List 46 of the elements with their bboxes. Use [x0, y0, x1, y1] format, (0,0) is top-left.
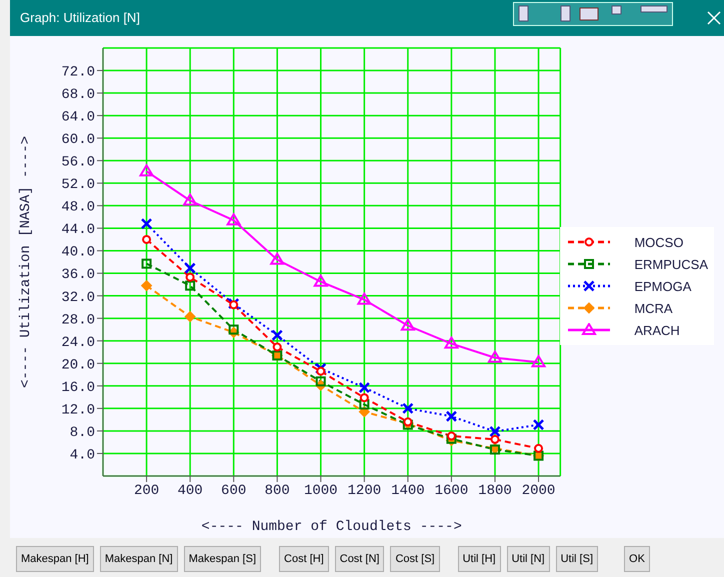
y-tick-label: 12.0 [61, 402, 95, 418]
x-tick-label: 1600 [434, 482, 468, 499]
y-tick-label: 72.0 [61, 64, 95, 80]
y-tick-label: 8.0 [70, 424, 95, 441]
text: Cost [H] [279, 546, 329, 572]
x-tick-label: 1000 [304, 482, 338, 499]
x-tick-label: 800 [264, 482, 290, 499]
x-tick-label: 1200 [348, 482, 382, 499]
y-tick-label: 20.0 [61, 357, 95, 374]
y-tick-label: 24.0 [61, 334, 95, 351]
text: Makespan [N] [100, 546, 178, 572]
text: Util [S] [556, 546, 598, 572]
y-tick-label: 48.0 [61, 200, 95, 216]
y-tick-label: 40.0 [61, 244, 95, 261]
y-tick-label: 36.0 [61, 267, 95, 284]
text: Cost [S] [390, 546, 440, 572]
legend-label: ERMPUCSA [634, 256, 708, 272]
y-tick-label: 68.0 [61, 87, 95, 104]
chart-title: Graph: Utilization [N] [20, 10, 140, 25]
text: Makespan [H] [16, 546, 94, 572]
x-tick-label: 1400 [391, 482, 425, 499]
text: Makespan [S] [184, 546, 262, 572]
x-tick-label: 1800 [478, 482, 512, 499]
x-axis-title: <---- Number of Cloudlets ----> [201, 519, 462, 535]
x-tick-label: 2000 [522, 482, 556, 499]
y-tick-label: 32.0 [61, 290, 95, 306]
y-tick-label: 56.0 [61, 154, 95, 171]
text: Util [N] [506, 546, 550, 572]
text: Cost [N] [334, 546, 384, 572]
text: OK [624, 546, 650, 572]
y-tick-label: 16.0 [61, 380, 95, 396]
legend-label: EPMOGA [634, 278, 692, 294]
x-tick-label: 600 [221, 482, 246, 499]
y-tick-label: 52.0 [61, 177, 95, 194]
legend-label: MOCSO [634, 234, 684, 250]
y-tick-label: 60.0 [61, 132, 95, 148]
y-tick-label: 4.0 [70, 447, 95, 464]
text: Util [H] [458, 546, 501, 572]
legend-label: MCRA [634, 300, 673, 316]
y-tick-label: 64.0 [61, 110, 95, 126]
x-tick-label: 200 [134, 482, 160, 499]
y-tick-label: 44.0 [61, 222, 95, 238]
y-tick-label: 28.0 [61, 312, 95, 328]
legend-label: ARACH [634, 322, 680, 338]
y-axis-title: <---- Utilization [NASA] ----> [18, 136, 34, 388]
x-tick-label: 400 [178, 482, 203, 499]
